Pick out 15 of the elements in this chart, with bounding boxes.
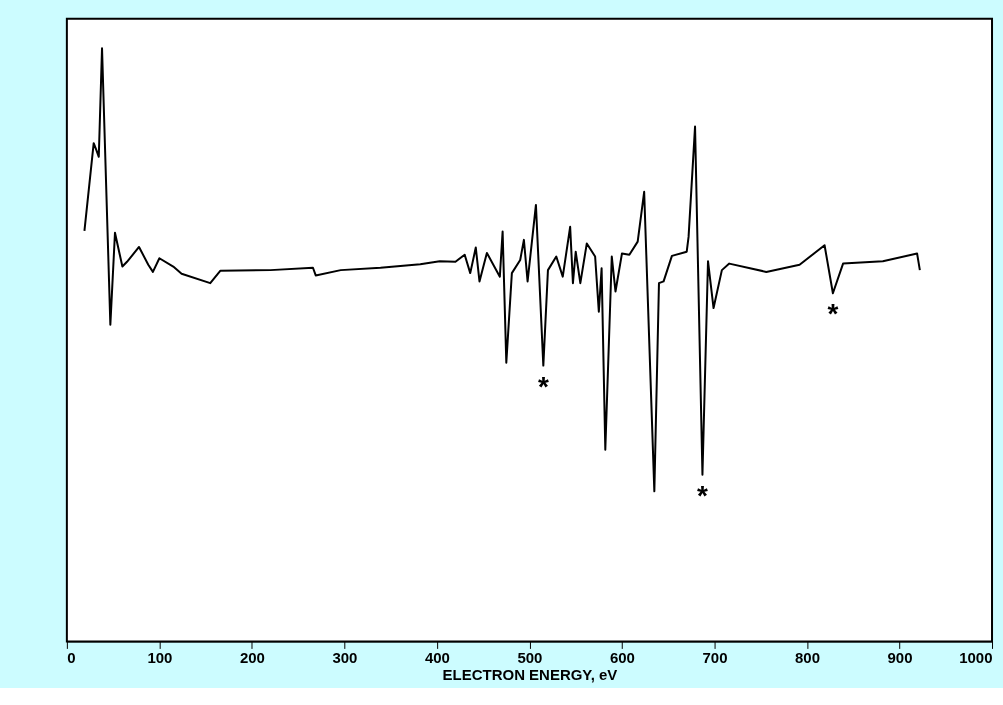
annotation: * xyxy=(537,370,549,402)
x-tick-label: 100 xyxy=(147,648,173,666)
x-tick-label: 700 xyxy=(702,648,728,666)
x-tick-label: 0 xyxy=(67,648,76,666)
x-tick-label: 1000 xyxy=(959,648,993,666)
x-tick-label: 400 xyxy=(424,648,450,666)
x-tick-label: 900 xyxy=(887,648,913,666)
annotation: * xyxy=(697,479,709,511)
x-axis-title: ELECTRON ENERGY, eV xyxy=(442,665,618,683)
annotation: * xyxy=(827,298,839,330)
x-tick-label: 300 xyxy=(332,648,358,666)
x-tick-label: 800 xyxy=(795,648,820,666)
x-tick-label: 200 xyxy=(239,648,265,666)
x-tick-label: 600 xyxy=(609,648,635,666)
x-tick-label: 500 xyxy=(517,648,543,666)
